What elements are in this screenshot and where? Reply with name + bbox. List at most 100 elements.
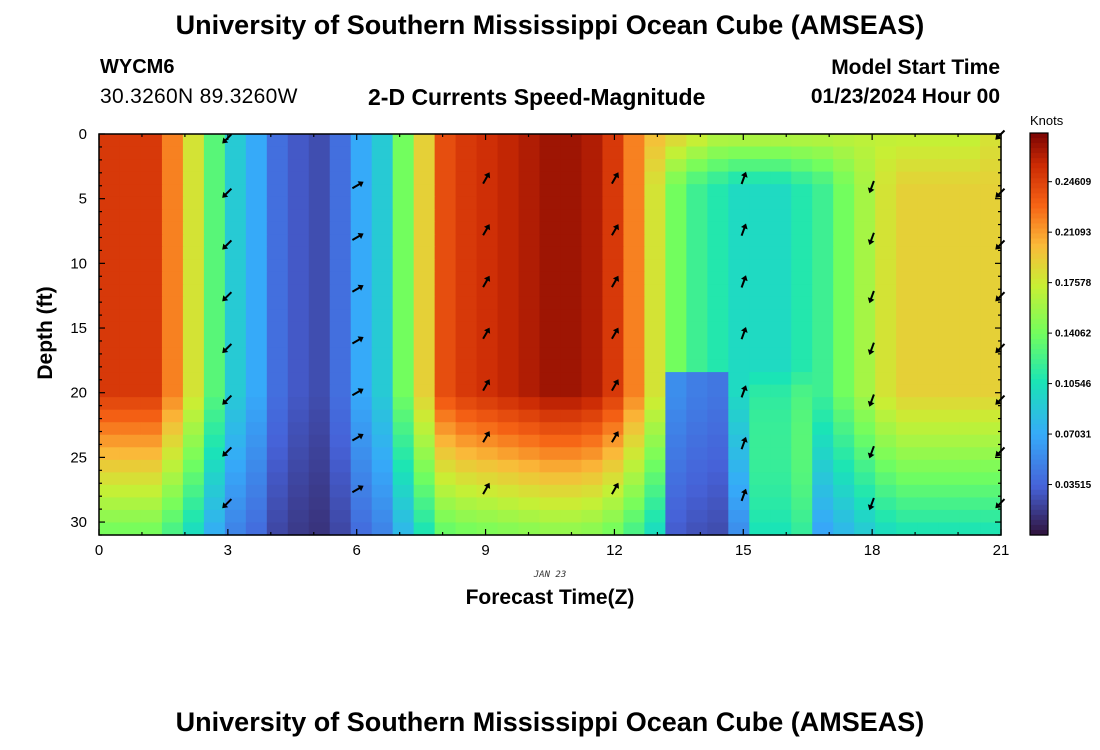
heatmap-cell: [917, 447, 939, 461]
heatmap-cell: [266, 296, 289, 311]
heatmap-cell: [287, 459, 310, 473]
heatmap-cell: [560, 459, 583, 473]
heatmap-cell: [497, 234, 520, 248]
heatmap-cell: [602, 184, 625, 198]
heatmap-cell: [938, 347, 960, 361]
heatmap-cell: [896, 309, 918, 323]
heatmap-cell: [455, 472, 478, 486]
heatmap-cell: [707, 472, 729, 486]
heatmap-cell: [770, 171, 792, 185]
current-arrow: [351, 181, 364, 190]
heatmap-cell: [140, 509, 163, 524]
heatmap-cell: [854, 321, 876, 336]
heatmap-cell: [896, 134, 918, 148]
heatmap-cell: [266, 321, 289, 336]
heatmap-cell: [266, 271, 289, 285]
heatmap-cell: [980, 321, 1002, 336]
heatmap-cell: [980, 146, 1002, 160]
current-arrow: [867, 290, 875, 304]
heatmap-cell: [371, 459, 394, 473]
heatmap-cell: [245, 384, 268, 398]
heatmap-cell: [707, 497, 729, 511]
heatmap-cell: [917, 472, 939, 486]
heatmap-cell: [770, 384, 792, 398]
heatmap-cell: [833, 422, 855, 436]
heatmap-cell: [539, 146, 562, 160]
heatmap-cell: [959, 472, 981, 486]
heatmap-cell: [140, 159, 163, 173]
current-arrow: [222, 498, 233, 509]
heatmap-cell: [623, 347, 645, 361]
heatmap-cell: [518, 372, 541, 386]
heatmap-cell: [665, 221, 687, 235]
heatmap-cell: [917, 146, 939, 160]
heatmap-cell: [455, 171, 478, 185]
heatmap-cell: [581, 359, 604, 373]
heatmap-cell: [686, 334, 708, 348]
heatmap-cell: [707, 434, 729, 448]
heatmap-cell: [560, 259, 583, 273]
heatmap-cell: [539, 209, 562, 223]
heatmap-cell: [434, 309, 457, 323]
heatmap-cell: [455, 434, 478, 448]
heatmap-cell: [476, 234, 499, 248]
heatmap-cell: [833, 159, 855, 173]
heatmap-cell: [413, 422, 436, 436]
heatmap-cell: [560, 472, 583, 486]
current-arrow: [740, 275, 748, 288]
heatmap-cell: [476, 409, 499, 423]
heatmap-cell: [182, 259, 205, 273]
heatmap-cell: [329, 284, 352, 298]
heatmap-cell: [959, 309, 981, 323]
current-arrow: [611, 172, 619, 185]
heatmap-cell: [476, 209, 499, 223]
heatmap-cell: [224, 484, 247, 499]
heatmap-cell: [917, 484, 939, 499]
heatmap-cell: [182, 234, 205, 248]
heatmap-cell: [581, 234, 604, 248]
current-arrow: [482, 275, 491, 288]
heatmap-cell: [119, 209, 142, 223]
heatmap-cell: [791, 159, 813, 173]
heatmap-cell: [728, 209, 750, 223]
heatmap-cell: [896, 459, 918, 473]
heatmap-cell: [854, 397, 876, 411]
heatmap-cell: [917, 259, 939, 273]
heatmap-cell: [518, 497, 541, 511]
heatmap-cell: [959, 359, 981, 373]
heatmap-cell: [497, 434, 520, 448]
heatmap-cell: [875, 359, 897, 373]
heatmap-cell: [686, 309, 708, 323]
heatmap-cell: [854, 472, 876, 486]
heatmap-cell: [644, 321, 666, 336]
heatmap-cell: [476, 522, 499, 536]
heatmap-cell: [791, 234, 813, 248]
heatmap-cell: [560, 246, 583, 260]
heatmap-cell: [329, 397, 352, 411]
heatmap-cell: [665, 196, 687, 210]
heatmap-cell: [665, 334, 687, 348]
heatmap-cell: [686, 246, 708, 260]
heatmap-cell: [791, 309, 813, 323]
colorbar-tick-label: 0.07031: [1055, 430, 1092, 441]
heatmap-cell: [854, 334, 876, 348]
heatmap-cell: [308, 372, 331, 386]
heatmap-cell: [581, 309, 604, 323]
heatmap-cell: [308, 509, 331, 524]
heatmap-cell: [182, 146, 205, 160]
heatmap-cell: [707, 184, 729, 198]
heatmap-cell: [182, 271, 205, 285]
heatmap-cell: [371, 196, 394, 210]
heatmap-cell: [686, 434, 708, 448]
heatmap-cell: [182, 334, 205, 348]
heatmap-cell: [245, 372, 268, 386]
heatmap-cell: [140, 209, 163, 223]
heatmap-cell: [623, 221, 645, 235]
heatmap-cell: [938, 259, 960, 273]
heatmap-cell: [182, 321, 205, 336]
heatmap-cell: [413, 472, 436, 486]
heatmap-cell: [203, 397, 226, 411]
heatmap-cell: [539, 271, 562, 285]
heatmap-cell: [980, 171, 1002, 185]
heatmap-cell: [224, 296, 247, 311]
